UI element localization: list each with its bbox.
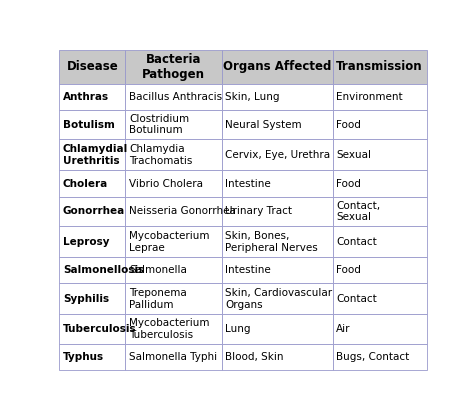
- Bar: [333, 171, 427, 197]
- Bar: [221, 314, 333, 344]
- Bar: [126, 110, 221, 139]
- Text: Clostridium
Botulinum: Clostridium Botulinum: [129, 114, 189, 136]
- Text: Disease: Disease: [66, 60, 118, 73]
- Text: Salmonella Typhi: Salmonella Typhi: [129, 352, 217, 362]
- Text: Bugs, Contact: Bugs, Contact: [336, 352, 410, 362]
- Bar: [221, 139, 333, 171]
- Text: Contact,
Sexual: Contact, Sexual: [336, 201, 381, 222]
- Text: Food: Food: [336, 178, 361, 188]
- Bar: [59, 257, 126, 283]
- Bar: [221, 226, 333, 257]
- Text: Organs Affected: Organs Affected: [223, 60, 331, 73]
- Text: Cervix, Eye, Urethra: Cervix, Eye, Urethra: [225, 150, 330, 160]
- Text: Bacteria
Pathogen: Bacteria Pathogen: [142, 53, 205, 81]
- Text: Botulism: Botulism: [63, 120, 115, 130]
- Bar: [221, 110, 333, 139]
- Bar: [333, 283, 427, 314]
- Bar: [59, 226, 126, 257]
- Text: Anthras: Anthras: [63, 92, 109, 102]
- Bar: [126, 226, 221, 257]
- Text: Food: Food: [336, 265, 361, 275]
- Text: Contact: Contact: [336, 237, 377, 247]
- Bar: [59, 110, 126, 139]
- Bar: [126, 139, 221, 171]
- Text: Cholera: Cholera: [63, 178, 108, 188]
- Text: Transmission: Transmission: [336, 60, 423, 73]
- Bar: [59, 171, 126, 197]
- Text: Mycobacterium
Leprae: Mycobacterium Leprae: [129, 231, 210, 253]
- Text: Intestine: Intestine: [225, 178, 271, 188]
- Text: Bacillus Anthracis: Bacillus Anthracis: [129, 92, 222, 102]
- Bar: [59, 139, 126, 171]
- Bar: [59, 50, 126, 84]
- Text: Intestine: Intestine: [225, 265, 271, 275]
- Bar: [221, 283, 333, 314]
- Text: Salmonella: Salmonella: [129, 265, 187, 275]
- Bar: [126, 283, 221, 314]
- Bar: [126, 50, 221, 84]
- Bar: [221, 84, 333, 110]
- Bar: [221, 171, 333, 197]
- Bar: [59, 197, 126, 226]
- Bar: [126, 344, 221, 370]
- Text: Neural System: Neural System: [225, 120, 302, 130]
- Bar: [221, 50, 333, 84]
- Bar: [333, 257, 427, 283]
- Bar: [333, 344, 427, 370]
- Bar: [59, 314, 126, 344]
- Text: Tuberculosis: Tuberculosis: [63, 324, 137, 334]
- Bar: [221, 197, 333, 226]
- Text: Blood, Skin: Blood, Skin: [225, 352, 284, 362]
- Text: Environment: Environment: [336, 92, 403, 102]
- Text: Food: Food: [336, 120, 361, 130]
- Text: Leprosy: Leprosy: [63, 237, 109, 247]
- Text: Chlamydia
Trachomatis: Chlamydia Trachomatis: [129, 144, 192, 166]
- Text: Contact: Contact: [336, 294, 377, 304]
- Bar: [126, 84, 221, 110]
- Bar: [59, 283, 126, 314]
- Text: Urinary Tract: Urinary Tract: [225, 206, 292, 216]
- Bar: [59, 84, 126, 110]
- Bar: [221, 257, 333, 283]
- Text: Sexual: Sexual: [336, 150, 371, 160]
- Text: Mycobacterium
Tuberculosis: Mycobacterium Tuberculosis: [129, 319, 210, 340]
- Bar: [126, 197, 221, 226]
- Bar: [126, 171, 221, 197]
- Text: Syphilis: Syphilis: [63, 294, 109, 304]
- Text: Neisseria Gonorrhea: Neisseria Gonorrhea: [129, 206, 236, 216]
- Text: Chlamydial
Urethritis: Chlamydial Urethritis: [63, 144, 128, 166]
- Text: Vibrio Cholera: Vibrio Cholera: [129, 178, 203, 188]
- Bar: [333, 197, 427, 226]
- Bar: [333, 110, 427, 139]
- Text: Skin, Cardiovascular
Organs: Skin, Cardiovascular Organs: [225, 288, 332, 310]
- Text: Skin, Bones,
Peripheral Nerves: Skin, Bones, Peripheral Nerves: [225, 231, 318, 253]
- Bar: [333, 226, 427, 257]
- Text: Lung: Lung: [225, 324, 251, 334]
- Text: Salmonellosis: Salmonellosis: [63, 265, 144, 275]
- Text: Air: Air: [336, 324, 351, 334]
- Bar: [333, 139, 427, 171]
- Bar: [126, 314, 221, 344]
- Bar: [333, 314, 427, 344]
- Bar: [59, 344, 126, 370]
- Text: Skin, Lung: Skin, Lung: [225, 92, 280, 102]
- Bar: [126, 257, 221, 283]
- Text: Treponema
Pallidum: Treponema Pallidum: [129, 288, 187, 310]
- Text: Typhus: Typhus: [63, 352, 104, 362]
- Text: Gonorrhea: Gonorrhea: [63, 206, 125, 216]
- Bar: [333, 84, 427, 110]
- Bar: [333, 50, 427, 84]
- Bar: [221, 344, 333, 370]
